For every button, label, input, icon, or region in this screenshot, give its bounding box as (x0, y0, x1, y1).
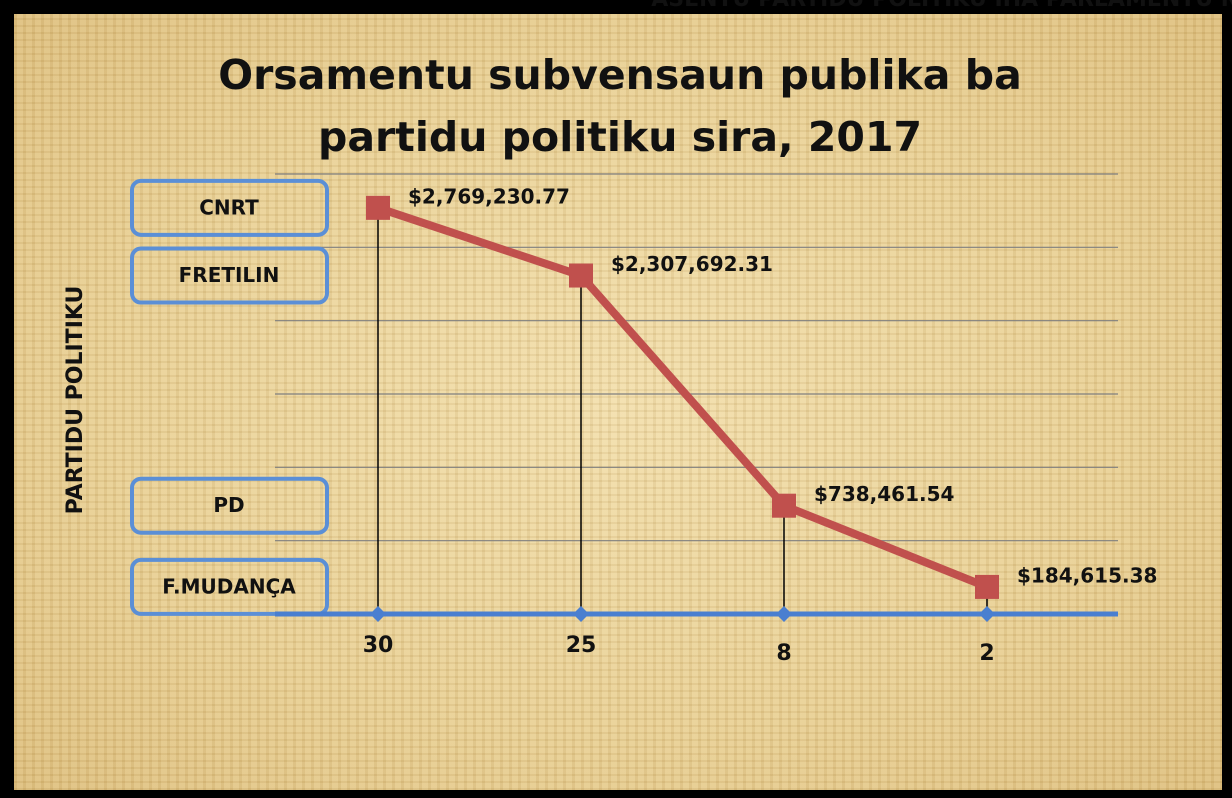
data-label: $2,769,230.77 (408, 184, 570, 208)
party-box (130, 246, 329, 305)
party-label: FRETILIN (179, 263, 280, 287)
axis-marker (776, 606, 792, 622)
y-axis-label: PARTIDU POLITIKU (63, 286, 88, 515)
data-label: $738,461.54 (814, 482, 954, 506)
x-tick-label: 25 (566, 633, 597, 658)
party-box (130, 178, 329, 237)
axis-marker (979, 606, 995, 622)
party-label: CNRT (199, 195, 259, 219)
x-axis-label: ASENTU PARTIDU POLITIKU IHA PARLAMENTU N… (651, 0, 1232, 12)
x-tick-label: 30 (363, 633, 394, 658)
axis-marker (573, 606, 589, 622)
chart-title: Orsamentu subvensaun publika ba partidu … (218, 51, 1022, 161)
party-label: PD (213, 493, 244, 517)
data-point (569, 263, 593, 288)
party-box (130, 557, 329, 616)
party-label: F.MUDANÇA (162, 574, 296, 598)
party-box (130, 476, 329, 535)
data-point (975, 574, 999, 599)
data-label: $184,615.38 (1017, 563, 1157, 587)
axis-marker (370, 606, 386, 622)
x-tick-label: 8 (776, 641, 791, 666)
data-point (366, 195, 390, 220)
data-label: $2,307,692.31 (611, 252, 773, 276)
background (14, 14, 1222, 790)
x-tick-label: 2 (979, 641, 994, 666)
data-line (376, 204, 989, 591)
data-point (772, 493, 796, 518)
